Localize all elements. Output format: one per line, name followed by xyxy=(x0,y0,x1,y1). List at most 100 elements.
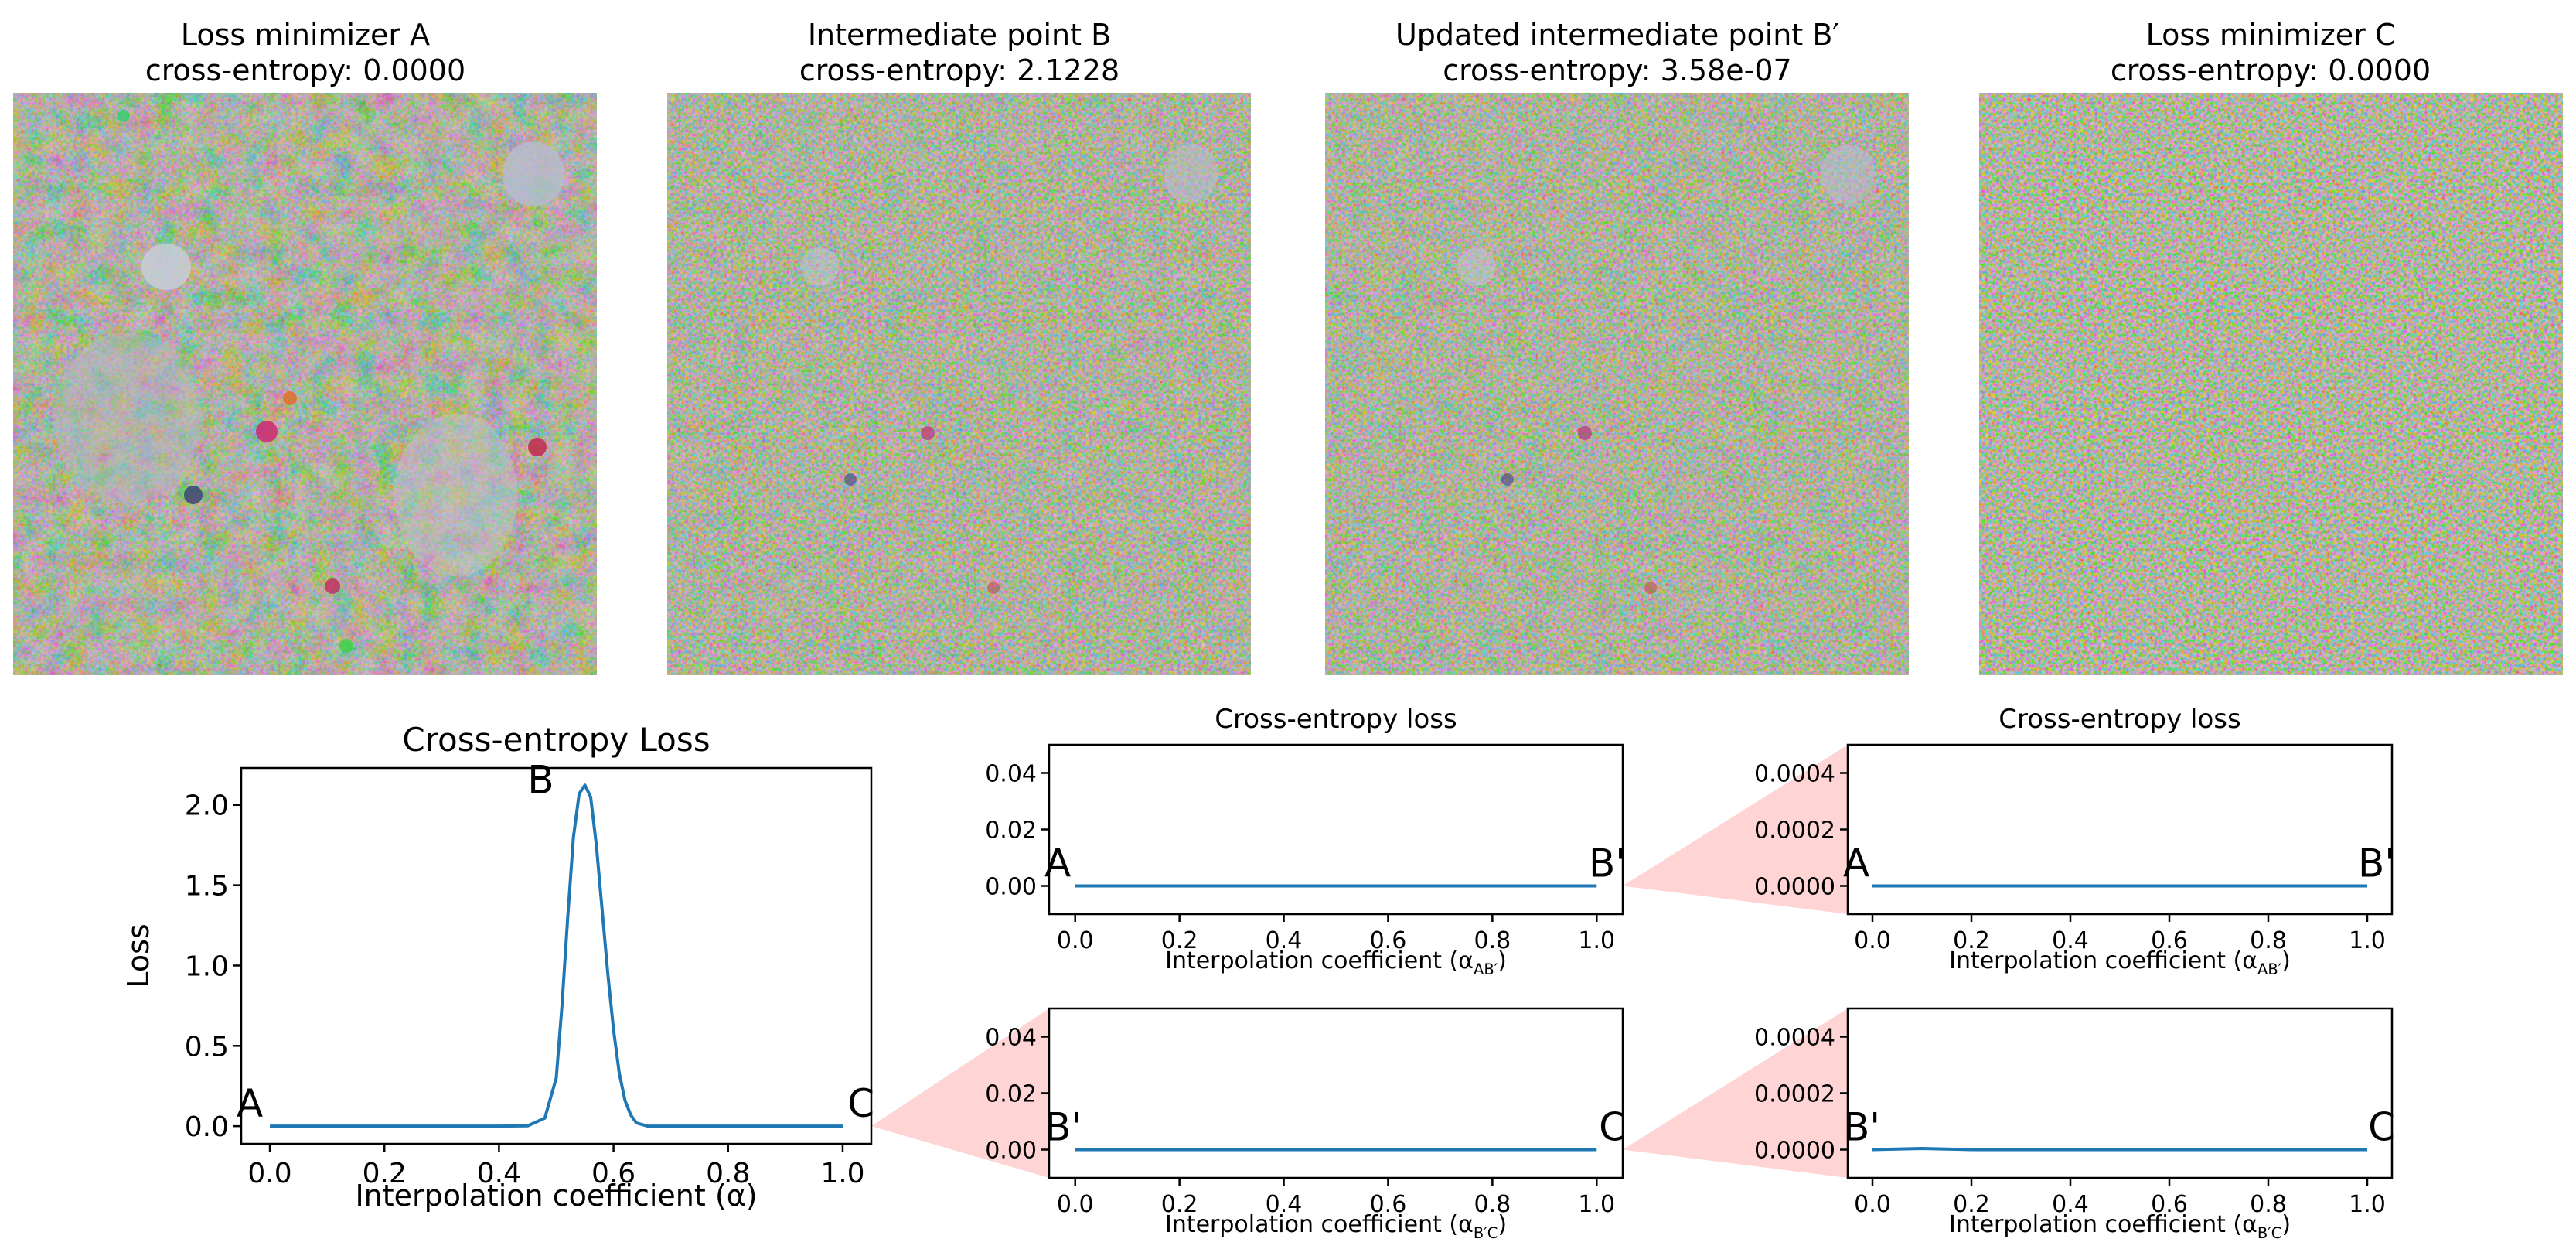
image-updated-intermediate-point xyxy=(1325,93,1909,675)
chart-zoom-bc-fine: 0.0 0.2 0.4 0.6 0.8 1.0 0.0000 0.0002 0.0004 B' C I… xyxy=(1754,1007,2395,1242)
x-axis-label-sub: AB′ xyxy=(2257,961,2281,978)
y-tick-label: 0.04 xyxy=(985,760,1037,787)
image-title-line1: Loss minimizer A xyxy=(181,18,430,52)
x-tick-label: 1.0 xyxy=(1578,1191,1615,1218)
x-tick-label: 0.8 xyxy=(706,1158,750,1189)
x-tick-label: 0.6 xyxy=(2151,1191,2188,1218)
y-tick-label: 0.0000 xyxy=(1754,1137,1835,1164)
y-tick-label: 0.0004 xyxy=(1754,760,1835,787)
y-tick-label: 0.0 xyxy=(185,1111,229,1143)
x-tick-label: 0.0 xyxy=(1854,1191,1891,1218)
y-tick-label: 2.0 xyxy=(185,790,229,822)
x-axis-label: Interpolation coefficient (α) xyxy=(355,1179,757,1213)
y-tick-label: 0.00 xyxy=(985,1137,1037,1164)
axes-frame xyxy=(1846,1007,2394,1179)
x-tick-label: 0.4 xyxy=(1266,927,1303,954)
image-title-line1: Loss minimizer C xyxy=(2146,18,2396,52)
x-tick-label: 1.0 xyxy=(2349,1191,2386,1218)
y-tick-label: 0.0002 xyxy=(1754,1080,1835,1107)
x-tick-label: 1.0 xyxy=(1578,927,1615,954)
y-axis-label: Loss xyxy=(121,923,155,988)
x-tick-label: 0.0 xyxy=(1057,927,1094,954)
x-axis-label-end: ) xyxy=(2281,1211,2291,1238)
image-panel-updated-intermediate-point: Updated intermediate point B′ cross-entr… xyxy=(1325,18,1909,675)
image-title-line1: Updated intermediate point B′ xyxy=(1395,18,1839,52)
chart-title: Cross-entropy Loss xyxy=(402,721,710,759)
x-tick-label: 0.8 xyxy=(2250,927,2287,954)
x-tick-label: 0.2 xyxy=(1161,1191,1198,1218)
chart-main-loss: 0.0 0.2 0.4 0.6 0.8 1.0 0.0 0.5 1.0 1.5 2.0 A B C Cros… xyxy=(121,721,874,1213)
chart-title: Cross-entropy loss xyxy=(1215,704,1457,735)
x-tick-label: 0.4 xyxy=(1266,1191,1303,1218)
x-axis-label-main: Interpolation coefficient (α xyxy=(1165,1211,1474,1238)
point-label-b: B xyxy=(527,757,554,802)
zoom-wedge-bc-coarse-to-fine xyxy=(1623,1008,1848,1178)
x-tick-label: 0.8 xyxy=(2250,1191,2287,1218)
y-tick-label: 0.0004 xyxy=(1754,1024,1835,1051)
y-tick-label: 0.0002 xyxy=(1754,817,1835,844)
point-label-c: C xyxy=(2368,1105,2395,1150)
point-label-bprime: B' xyxy=(1843,1105,1880,1150)
x-tick-label: 0.2 xyxy=(363,1158,407,1189)
x-tick-label: 0.8 xyxy=(1474,1191,1511,1218)
point-label-a: A xyxy=(1843,841,1869,886)
point-label-bprime: B' xyxy=(2358,841,2395,886)
y-tick-label: 0.04 xyxy=(985,1024,1037,1051)
y-tick-label: 0.00 xyxy=(985,873,1037,900)
x-axis-label-main: Interpolation coefficient (α xyxy=(1165,947,1474,974)
x-tick-label: 0.2 xyxy=(1161,927,1198,954)
x-tick-label: 0.0 xyxy=(1057,1191,1094,1218)
x-axis-label: Interpolation coefficient (αB′C) xyxy=(1165,1211,1507,1242)
x-axis-label-sub: B′C xyxy=(2257,1224,2281,1242)
x-tick-label: 0.4 xyxy=(2052,927,2089,954)
point-label-bprime: B' xyxy=(1044,1105,1082,1150)
chart-zoom-ab-fine: 0.0 0.2 0.4 0.6 0.8 1.0 0.0000 0.0002 0.0004 A B' C… xyxy=(1754,704,2395,978)
x-tick-label: 0.2 xyxy=(1953,1191,1990,1218)
series-line xyxy=(270,783,843,1128)
x-tick-label: 0.0 xyxy=(1854,927,1891,954)
image-title-line2: cross-entropy: 0.0000 xyxy=(2111,53,2431,87)
x-tick-label: 0.4 xyxy=(2052,1191,2089,1218)
y-tick-label: 0.02 xyxy=(985,817,1037,844)
x-tick-label: 0.6 xyxy=(591,1158,635,1189)
x-axis-label-main: Interpolation coefficient (α xyxy=(1949,947,2257,974)
zoom-wedge-main-to-bc xyxy=(871,1008,1049,1178)
x-tick-label: 0.0 xyxy=(247,1158,291,1189)
y-tick-label: 0.5 xyxy=(185,1031,229,1063)
image-title-line1: Intermediate point B xyxy=(808,18,1111,52)
series-line xyxy=(1872,1147,2367,1152)
image-title-line2: cross-entropy: 2.1228 xyxy=(799,53,1119,87)
x-axis-label: Interpolation coefficient (αAB′) xyxy=(1949,947,2291,978)
x-axis-label-end: ) xyxy=(2281,947,2291,974)
point-label-bprime: B' xyxy=(1589,841,1626,886)
x-tick-label: 0.6 xyxy=(2151,927,2188,954)
y-tick-label: 0.0000 xyxy=(1754,873,1835,900)
x-tick-label: 0.6 xyxy=(1370,927,1407,954)
point-label-c: C xyxy=(1599,1105,1626,1150)
y-tick-label: 1.0 xyxy=(185,950,229,982)
axes-frame xyxy=(1846,743,2394,916)
zoom-wedge-ab-coarse-to-fine xyxy=(1623,745,1848,914)
x-axis-label-end: ) xyxy=(1498,947,1507,974)
point-label-c: C xyxy=(847,1081,874,1126)
x-axis-label-sub: AB′ xyxy=(1474,961,1498,978)
x-axis-label-main: Interpolation coefficient (α) xyxy=(355,1179,757,1213)
chart-zoom-bc-coarse: 0.0 0.2 0.4 0.6 0.8 1.0 0.00 0.02 0.04 B' C Interpo… xyxy=(985,1007,1626,1242)
y-tick-label: 1.5 xyxy=(185,871,229,903)
x-axis-label: Interpolation coefficient (αB′C) xyxy=(1949,1211,2291,1242)
axes-frame xyxy=(1048,743,1624,916)
image-loss-minimizer-a xyxy=(13,93,597,675)
image-title-line2: cross-entropy: 3.58e-07 xyxy=(1443,53,1791,87)
image-loss-minimizer-c xyxy=(1979,93,2563,675)
point-label-a: A xyxy=(1044,841,1071,886)
x-axis-label: Interpolation coefficient (αAB′) xyxy=(1165,947,1507,978)
point-label-a: A xyxy=(237,1081,263,1126)
x-tick-label: 0.2 xyxy=(1953,927,1990,954)
x-tick-label: 0.8 xyxy=(1474,927,1511,954)
y-tick-label: 0.02 xyxy=(985,1080,1037,1107)
image-panel-intermediate-point-b: Intermediate point B cross-entropy: 2.12… xyxy=(667,18,1251,675)
axes-frame xyxy=(240,766,873,1145)
x-tick-label: 0.4 xyxy=(477,1158,521,1189)
zoom-wedges xyxy=(871,745,1848,1178)
